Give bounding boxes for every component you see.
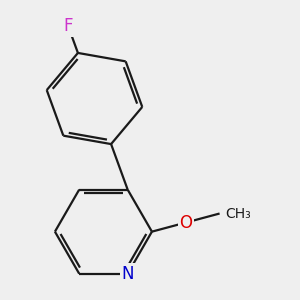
Text: F: F xyxy=(64,17,73,35)
Text: O: O xyxy=(179,214,192,232)
Text: CH₃: CH₃ xyxy=(225,206,251,220)
Text: N: N xyxy=(122,265,134,283)
